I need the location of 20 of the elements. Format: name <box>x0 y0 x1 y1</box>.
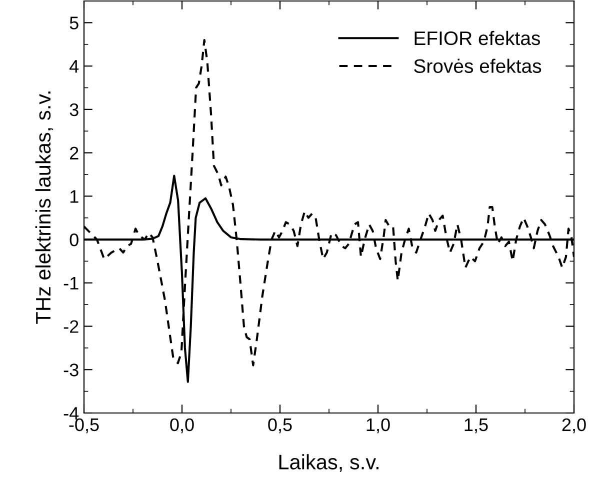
y-tick-label: 4 <box>70 60 79 73</box>
y-tick-label: 3 <box>70 103 78 116</box>
x-axis-title: Laikas, s.v. <box>279 454 378 472</box>
y-tick-label: -4 <box>64 407 79 420</box>
y-tick-label: -2 <box>64 320 78 333</box>
legend-label: EFIOR efektas <box>414 30 540 46</box>
y-tick-label: -3 <box>64 364 78 376</box>
x-tick-label: 2,0 <box>562 418 586 434</box>
x-tick-label: 0,0 <box>170 418 194 434</box>
y-axis-title: THz elektrinis laukas, s.v. <box>35 92 54 324</box>
y-tick-label: 5 <box>70 16 78 30</box>
x-tick-label: 1,0 <box>366 418 390 434</box>
x-tick-label: -0,5 <box>69 418 99 434</box>
y-tick-label: -1 <box>64 277 78 290</box>
y-tick-label: 2 <box>70 146 78 160</box>
legend-label: Srovės efektas <box>414 58 542 73</box>
y-tick-label: 1 <box>70 190 78 203</box>
y-tick-label: 0 <box>70 233 78 246</box>
x-tick-label: 1,5 <box>464 418 488 434</box>
x-tick-label: 0,5 <box>268 418 292 434</box>
